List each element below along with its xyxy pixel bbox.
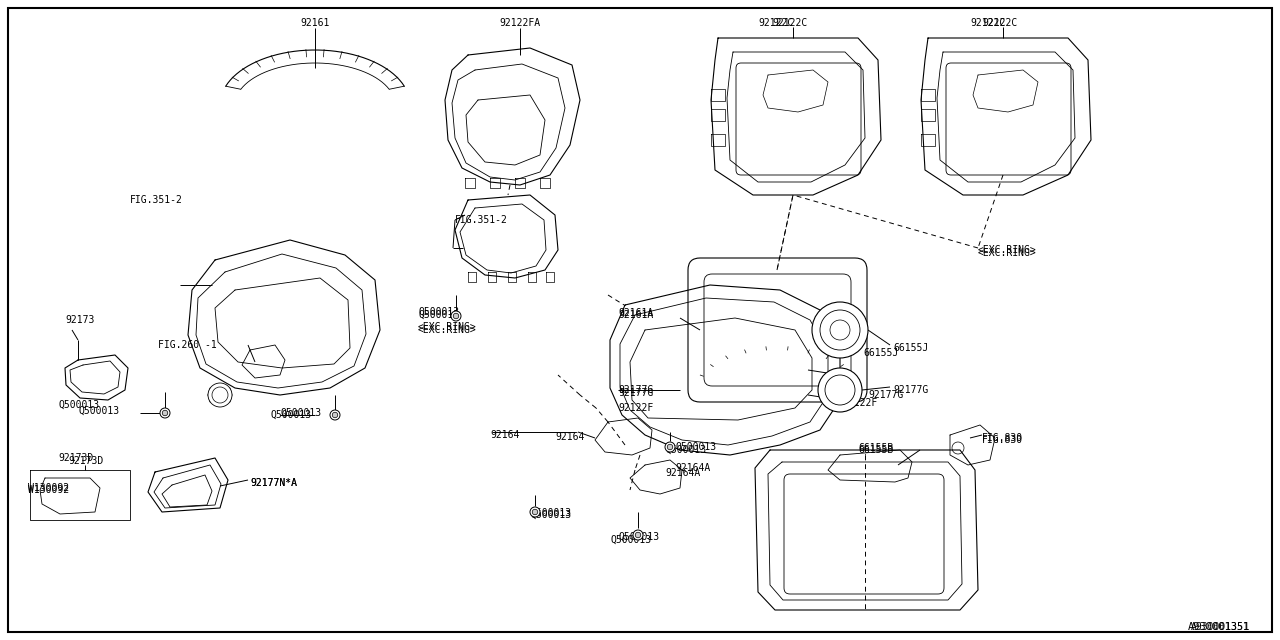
Text: 92177N*A: 92177N*A <box>250 478 297 488</box>
Text: 66155B: 66155B <box>858 445 893 455</box>
Text: Q500013: Q500013 <box>675 442 716 452</box>
Text: 66155J: 66155J <box>863 348 899 358</box>
Circle shape <box>818 368 861 412</box>
Circle shape <box>453 313 458 319</box>
Text: FIG.260 -1: FIG.260 -1 <box>157 340 216 350</box>
Text: <EXC.RING>: <EXC.RING> <box>419 325 476 335</box>
Text: W130092: W130092 <box>28 485 69 495</box>
Circle shape <box>330 410 340 420</box>
Text: 92164: 92164 <box>490 430 520 440</box>
Circle shape <box>530 507 540 517</box>
Text: FIG.830: FIG.830 <box>982 435 1023 445</box>
Text: 92122C: 92122C <box>982 18 1018 28</box>
Text: 92161A: 92161A <box>618 308 653 318</box>
Text: 92173D: 92173D <box>58 453 93 463</box>
Text: Q500013: Q500013 <box>280 408 321 418</box>
Text: 92122FA: 92122FA <box>499 18 540 28</box>
Text: Q500013: Q500013 <box>419 307 460 317</box>
Text: Q500013: Q500013 <box>270 410 311 420</box>
Text: <EXC.RING>: <EXC.RING> <box>419 322 476 332</box>
Text: 92177G: 92177G <box>618 388 653 398</box>
Circle shape <box>451 311 461 321</box>
Text: Q500013: Q500013 <box>618 532 659 542</box>
Text: 66155B: 66155B <box>858 443 893 453</box>
Text: Q500013: Q500013 <box>58 400 99 410</box>
Text: Q500013: Q500013 <box>530 510 571 520</box>
Text: W130092: W130092 <box>28 483 69 493</box>
Text: 92177G: 92177G <box>868 390 904 400</box>
Text: 92122C: 92122C <box>758 18 794 28</box>
Text: 92122F: 92122F <box>618 403 653 413</box>
Text: 92122C: 92122C <box>970 18 1005 28</box>
Circle shape <box>333 412 338 418</box>
Circle shape <box>634 530 643 540</box>
Text: Q500013: Q500013 <box>611 535 652 545</box>
Text: 92164: 92164 <box>556 432 585 442</box>
Text: Q500013: Q500013 <box>419 310 460 320</box>
Text: FIG.351-2: FIG.351-2 <box>131 195 183 205</box>
Circle shape <box>635 532 641 538</box>
Circle shape <box>532 509 538 515</box>
Circle shape <box>163 410 168 416</box>
Text: 92122C: 92122C <box>772 18 808 28</box>
Text: 92161A: 92161A <box>618 310 653 320</box>
Text: 92173D: 92173D <box>68 456 104 466</box>
Text: 92173: 92173 <box>65 315 95 325</box>
Text: 92177N*A: 92177N*A <box>250 478 297 488</box>
Text: 92177G: 92177G <box>618 385 653 395</box>
Text: Q500013: Q500013 <box>666 445 707 455</box>
Text: A930001351: A930001351 <box>1188 622 1251 632</box>
Text: 92164A: 92164A <box>666 468 700 478</box>
Text: 92177G: 92177G <box>893 385 928 395</box>
Circle shape <box>667 444 673 450</box>
Circle shape <box>666 442 675 452</box>
Text: FIG.351-2: FIG.351-2 <box>454 215 508 225</box>
Circle shape <box>812 302 868 358</box>
Text: 66155J: 66155J <box>893 343 928 353</box>
Text: 92164A: 92164A <box>675 463 710 473</box>
Text: FIG.830: FIG.830 <box>982 433 1023 443</box>
Circle shape <box>209 383 232 407</box>
Text: 92122F: 92122F <box>842 398 877 408</box>
Text: <EXC.RING>: <EXC.RING> <box>978 248 1037 258</box>
Text: 92161: 92161 <box>301 18 330 28</box>
Text: Q500013: Q500013 <box>78 406 119 416</box>
Text: A930001351: A930001351 <box>1192 622 1251 632</box>
Text: Q500013: Q500013 <box>530 508 571 518</box>
Circle shape <box>160 408 170 418</box>
Text: <EXC.RING>: <EXC.RING> <box>978 245 1037 255</box>
